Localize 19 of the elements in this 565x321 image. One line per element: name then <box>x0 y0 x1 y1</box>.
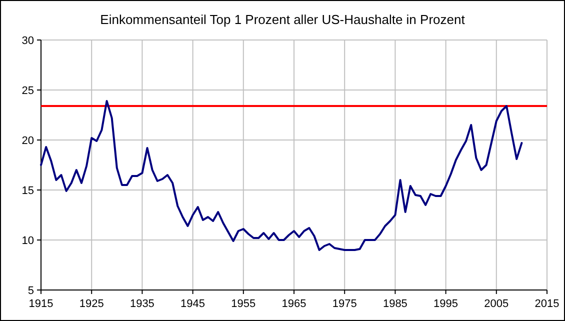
y-tick-label: 15 <box>22 185 34 197</box>
x-tick-label: 1975 <box>332 298 357 310</box>
x-tick-label: 1935 <box>130 298 154 310</box>
line-series <box>40 100 523 251</box>
x-tick-label: 1915 <box>28 298 54 310</box>
x-tick-label: 2015 <box>534 298 560 310</box>
x-tick-label: 1945 <box>180 298 206 310</box>
x-tick-label: 1955 <box>231 298 256 310</box>
y-tick-label: 10 <box>22 235 34 247</box>
x-tick-label: 1965 <box>282 298 306 310</box>
x-tick-label: 1985 <box>382 298 408 310</box>
y-tick-label: 30 <box>22 35 34 47</box>
x-tick-label: 1925 <box>79 298 104 310</box>
x-tick-label: 2005 <box>484 298 509 310</box>
chart-title: Einkommensanteil Top 1 Prozent aller US-Haushalte in Prozent <box>100 12 466 27</box>
y-tick-label: 20 <box>22 135 34 147</box>
x-tick-label: 1995 <box>434 298 458 310</box>
y-tick-label: 5 <box>28 285 34 297</box>
y-tick-label: 25 <box>22 85 34 97</box>
